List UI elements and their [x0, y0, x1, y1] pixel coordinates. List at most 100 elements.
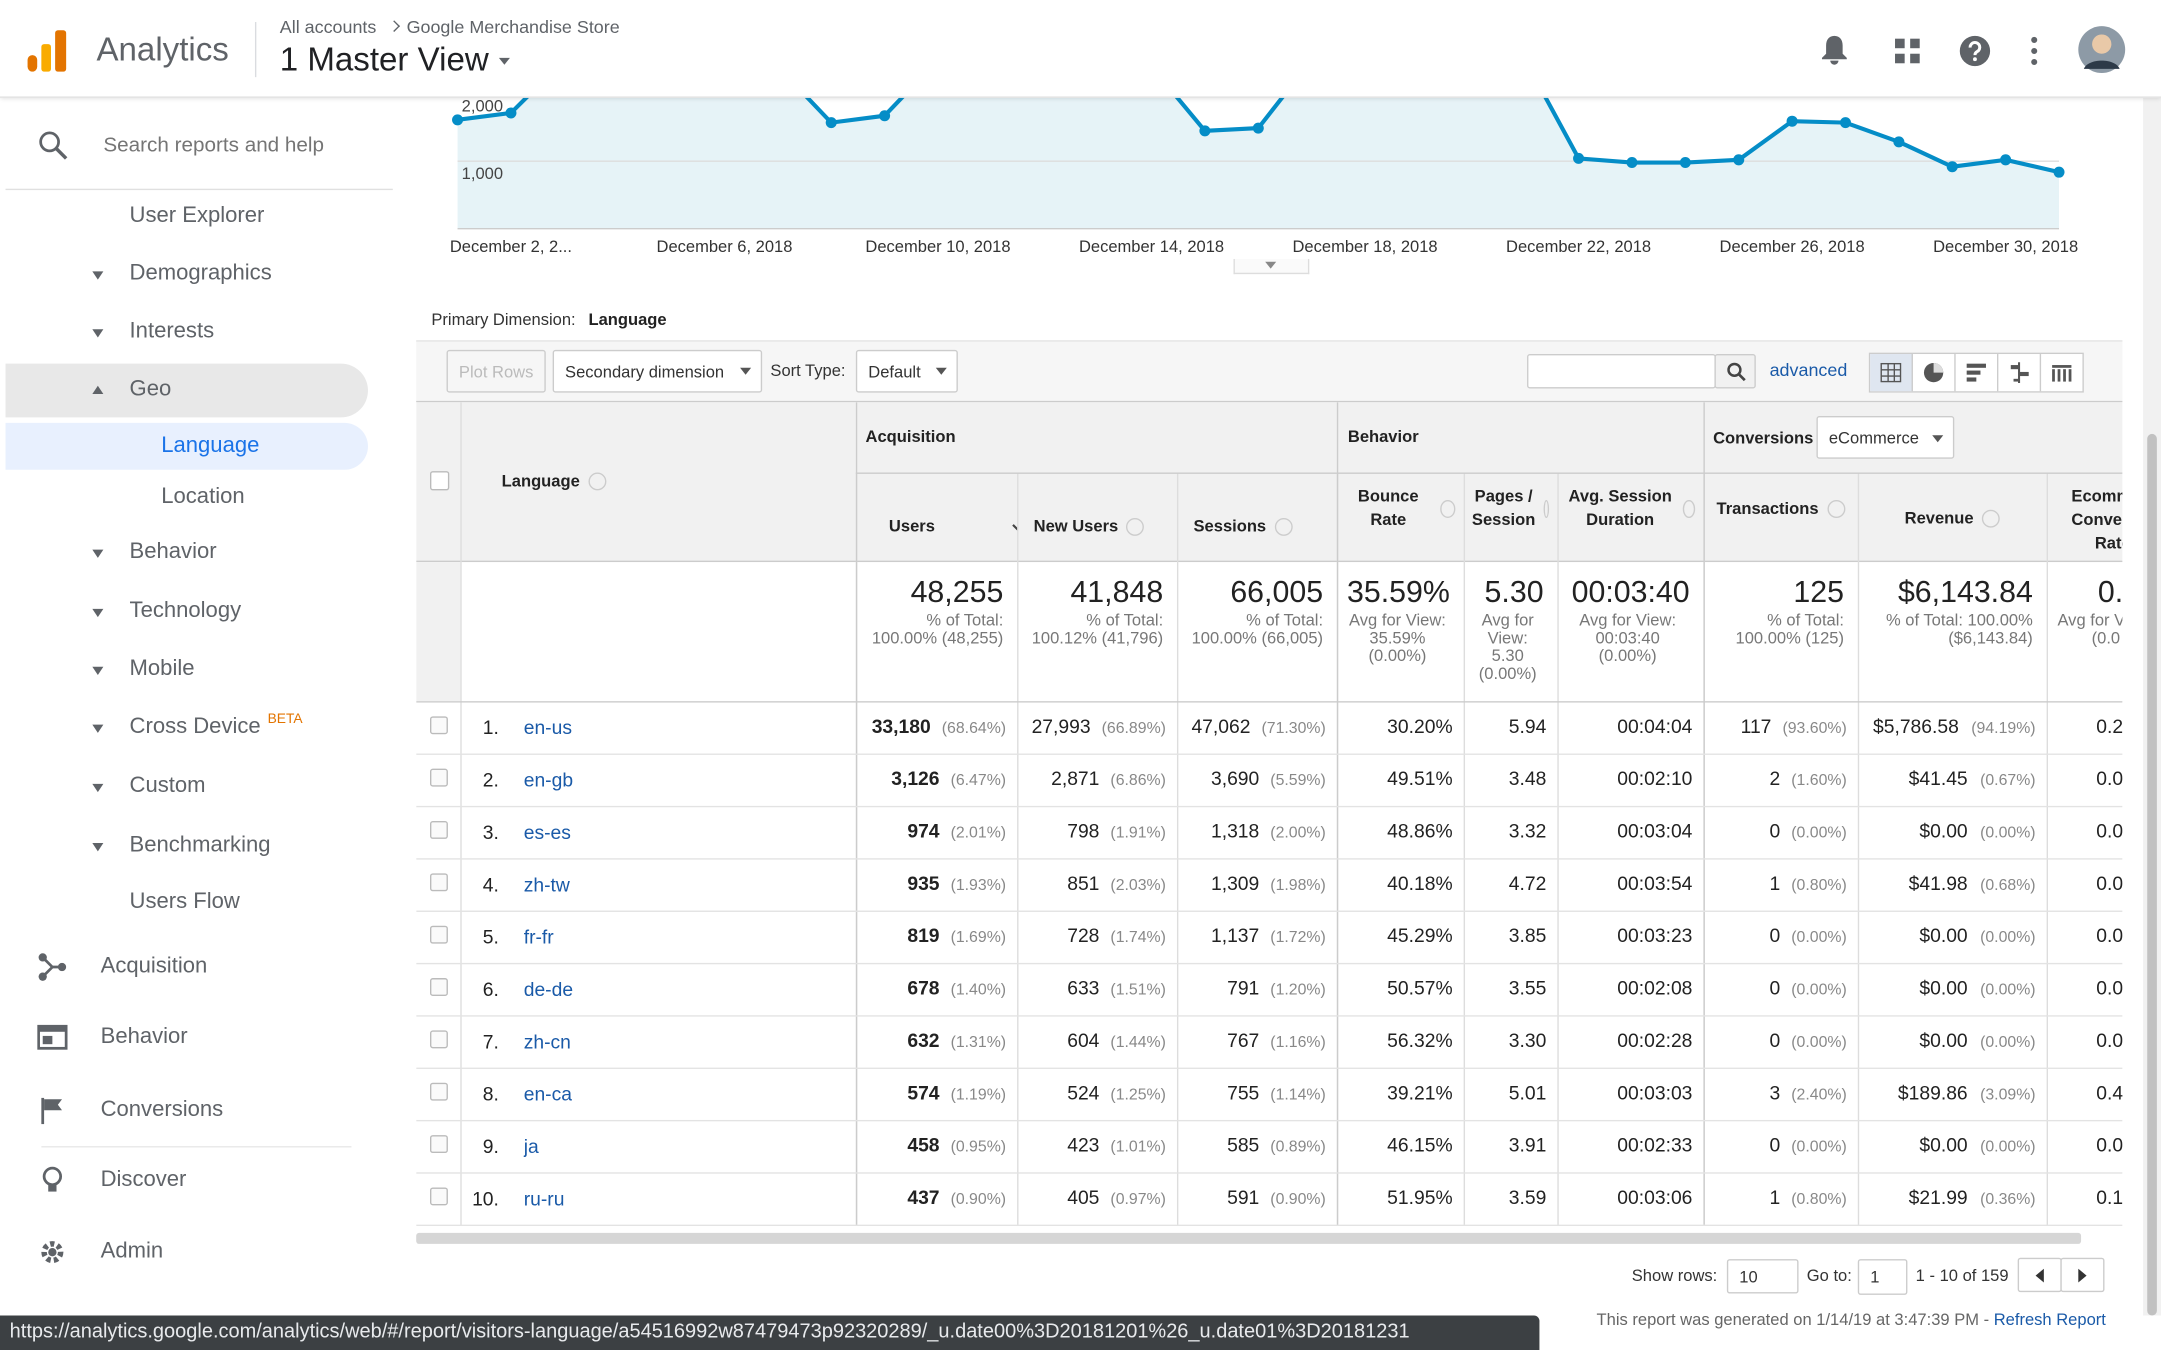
nav-item[interactable]: Location: [161, 484, 245, 509]
row-checkbox[interactable]: [429, 873, 448, 892]
metric-cell: 767 (1.16%): [1177, 1029, 1337, 1059]
metric-percent: (0.90%): [950, 1191, 1007, 1209]
pivot-view[interactable]: [2041, 354, 2082, 391]
chart-toggle[interactable]: [1233, 258, 1310, 275]
metric-percent: (2.01%): [950, 825, 1007, 842]
nav-item[interactable]: Custom: [129, 774, 206, 798]
point: [1252, 122, 1264, 134]
metric-value: $41.45: [1908, 767, 1968, 790]
nav-item[interactable]: Users Flow: [129, 889, 240, 914]
next-page[interactable]: [2060, 1257, 2105, 1293]
search-box[interactable]: Search reports and help: [103, 133, 325, 158]
language-link[interactable]: de-de: [523, 978, 574, 1001]
nav-item[interactable]: Mobile: [129, 657, 195, 681]
table-view[interactable]: [1870, 354, 1913, 392]
pie-view[interactable]: [1913, 354, 1956, 392]
breadcrumb-root[interactable]: All accounts: [279, 16, 377, 38]
prev-page[interactable]: [2017, 1257, 2062, 1293]
metric-percent: (94.19%): [1971, 720, 2036, 737]
language-link[interactable]: zh-cn: [523, 1030, 571, 1053]
nav-item[interactable]: User Explorer: [129, 203, 265, 228]
point: [1199, 125, 1211, 137]
help-icon[interactable]: [1958, 34, 1991, 67]
metric-cell: 755 (1.14%): [1177, 1081, 1337, 1111]
nav-item[interactable]: Geo: [129, 377, 172, 401]
language-link[interactable]: ru-ru: [523, 1187, 565, 1210]
nav-item[interactable]: Language: [161, 433, 260, 458]
nav-item[interactable]: Admin: [100, 1239, 164, 1264]
generated-note: This report was generated on 1/14/19 at …: [1597, 1310, 2106, 1329]
total-note: % of Total: 100.12% (41,796): [1031, 610, 1164, 648]
group-header: Acquisition: [865, 427, 956, 447]
show-rows-select[interactable]: 10: [1726, 1259, 1799, 1294]
row-checkbox[interactable]: [429, 978, 448, 996]
view-selector[interactable]: 1 Master View: [279, 41, 489, 79]
refresh-link[interactable]: Refresh Report: [1993, 1310, 2106, 1330]
row-line: [416, 962, 2123, 965]
language-link[interactable]: en-us: [523, 716, 572, 739]
nav-item[interactable]: Interests: [129, 319, 215, 344]
nav-item[interactable]: Conversions: [100, 1097, 224, 1122]
go-to-input[interactable]: 1: [1857, 1259, 1908, 1295]
nav-item[interactable]: Discover: [100, 1168, 187, 1192]
language-link[interactable]: ja: [523, 1135, 539, 1158]
group-row-line: [855, 472, 2123, 474]
secondary-dimension[interactable]: Secondary dimension: [552, 349, 763, 393]
view-switcher[interactable]: [1868, 352, 2084, 393]
nav-item[interactable]: Demographics: [129, 261, 272, 286]
nav-item[interactable]: Behavior: [129, 539, 217, 564]
table-search[interactable]: [1527, 354, 1716, 389]
breadcrumb-leaf[interactable]: Google Merchandise Store: [406, 16, 620, 38]
group-header: Behavior: [1347, 427, 1419, 447]
metric-value: $5,786.58: [1873, 714, 1959, 737]
bar-view[interactable]: [1956, 354, 1999, 392]
point: [1626, 157, 1638, 169]
row-line: [416, 753, 2123, 755]
advanced-link[interactable]: advanced: [1769, 359, 1848, 381]
compare-view[interactable]: [1998, 354, 2042, 392]
search-button[interactable]: [1714, 354, 1756, 389]
sort-type[interactable]: Default: [855, 349, 958, 393]
logo: [55, 30, 67, 72]
row-checkbox[interactable]: [429, 716, 448, 735]
row-checkbox[interactable]: [429, 768, 448, 787]
metric-value: 791: [1227, 976, 1260, 999]
nav-item[interactable]: Acquisition: [100, 954, 208, 979]
dimension-header: Language: [502, 471, 778, 493]
language-link[interactable]: en-gb: [523, 768, 574, 791]
plot-rows-button[interactable]: Plot Rows: [446, 349, 546, 393]
nav-item[interactable]: Behavior: [100, 1024, 188, 1049]
nav-item[interactable]: Cross Device BETA: [129, 712, 303, 739]
language-link[interactable]: es-es: [523, 821, 571, 844]
language-link[interactable]: zh-tw: [523, 873, 570, 896]
metric-percent: (0.67%): [1980, 772, 2036, 790]
row-checkbox[interactable]: [429, 925, 448, 944]
row-checkbox[interactable]: [429, 821, 448, 839]
row-line: [416, 1067, 2123, 1069]
row-index: 5.: [482, 925, 499, 948]
view-caret: [498, 57, 510, 65]
metric-value: 00:03:03: [1617, 1081, 1693, 1104]
row-checkbox[interactable]: [429, 1187, 448, 1206]
row-checkbox[interactable]: [429, 1082, 448, 1101]
icon: [37, 1024, 68, 1050]
metric-percent: (0.00%): [1980, 825, 2036, 842]
more-icon[interactable]: [2029, 36, 2040, 66]
metric-cell: 0.2: [2047, 715, 2122, 745]
column-header: Revenue: [1858, 474, 2047, 562]
metric-value: 00:03:04: [1617, 819, 1693, 842]
row-checkbox[interactable]: [429, 1135, 448, 1154]
metric-cell: 4.72: [1464, 872, 1558, 902]
horizontal-scrollbar[interactable]: [416, 1232, 2082, 1244]
avatar[interactable]: [2077, 25, 2127, 75]
metric-cell: 3.55: [1464, 977, 1558, 1007]
nav-item[interactable]: Benchmarking: [129, 833, 271, 857]
language-link[interactable]: fr-fr: [523, 925, 554, 948]
notifications-icon[interactable]: [1819, 33, 1849, 66]
row-checkbox[interactable]: [429, 1030, 448, 1049]
nav-item[interactable]: Technology: [129, 599, 242, 623]
metric-percent: (0.90%): [1270, 1191, 1326, 1209]
vertical-scrollbar[interactable]: [2143, 96, 2161, 1316]
apps-icon[interactable]: [1895, 38, 1920, 64]
language-link[interactable]: en-ca: [523, 1082, 572, 1105]
